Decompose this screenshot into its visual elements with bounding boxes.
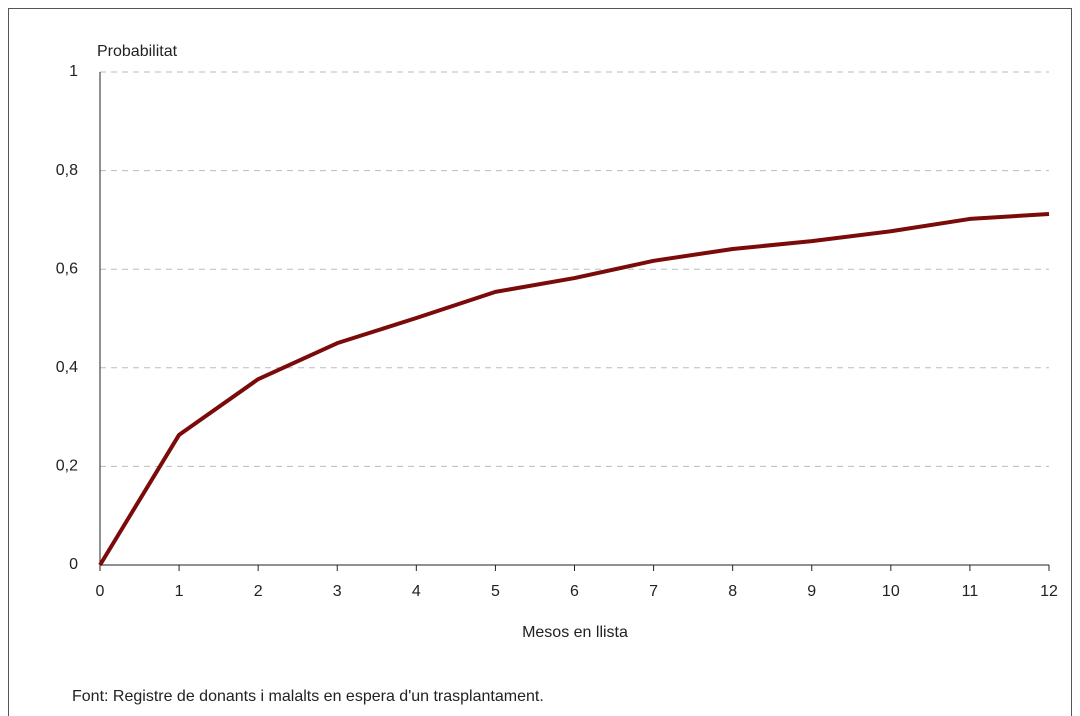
x-axis-label: Mesos en llista xyxy=(522,624,628,641)
y-tick-label: 0 xyxy=(69,556,78,573)
x-tick-label: 3 xyxy=(333,583,342,600)
x-tick-label: 7 xyxy=(649,583,658,600)
source-note: Font: Registre de donants i malalts en e… xyxy=(72,688,544,705)
x-tick-label: 11 xyxy=(962,583,979,600)
y-axis-label: Probabilitat xyxy=(97,43,178,60)
y-tick-label: 0,6 xyxy=(56,260,78,277)
x-tick-label: 4 xyxy=(412,583,421,600)
x-tick-label: 10 xyxy=(882,583,900,600)
x-tick-label: 1 xyxy=(175,583,184,600)
y-tick-label: 0,2 xyxy=(56,458,78,475)
x-tick-label: 8 xyxy=(728,583,737,600)
data-line xyxy=(98,211,1050,567)
y-tick-label: 0,4 xyxy=(56,359,78,376)
x-tick-label: 0 xyxy=(96,583,105,600)
y-tick-label: 1 xyxy=(69,63,78,80)
x-tick-label: 5 xyxy=(491,583,500,600)
x-tick-label: 6 xyxy=(570,583,579,600)
x-tick-label: 9 xyxy=(807,583,816,600)
y-tick-label: 0,8 xyxy=(56,162,78,179)
frame xyxy=(8,8,1072,716)
x-tick-label: 2 xyxy=(254,583,263,600)
x-tick-label: 12 xyxy=(1040,583,1058,600)
